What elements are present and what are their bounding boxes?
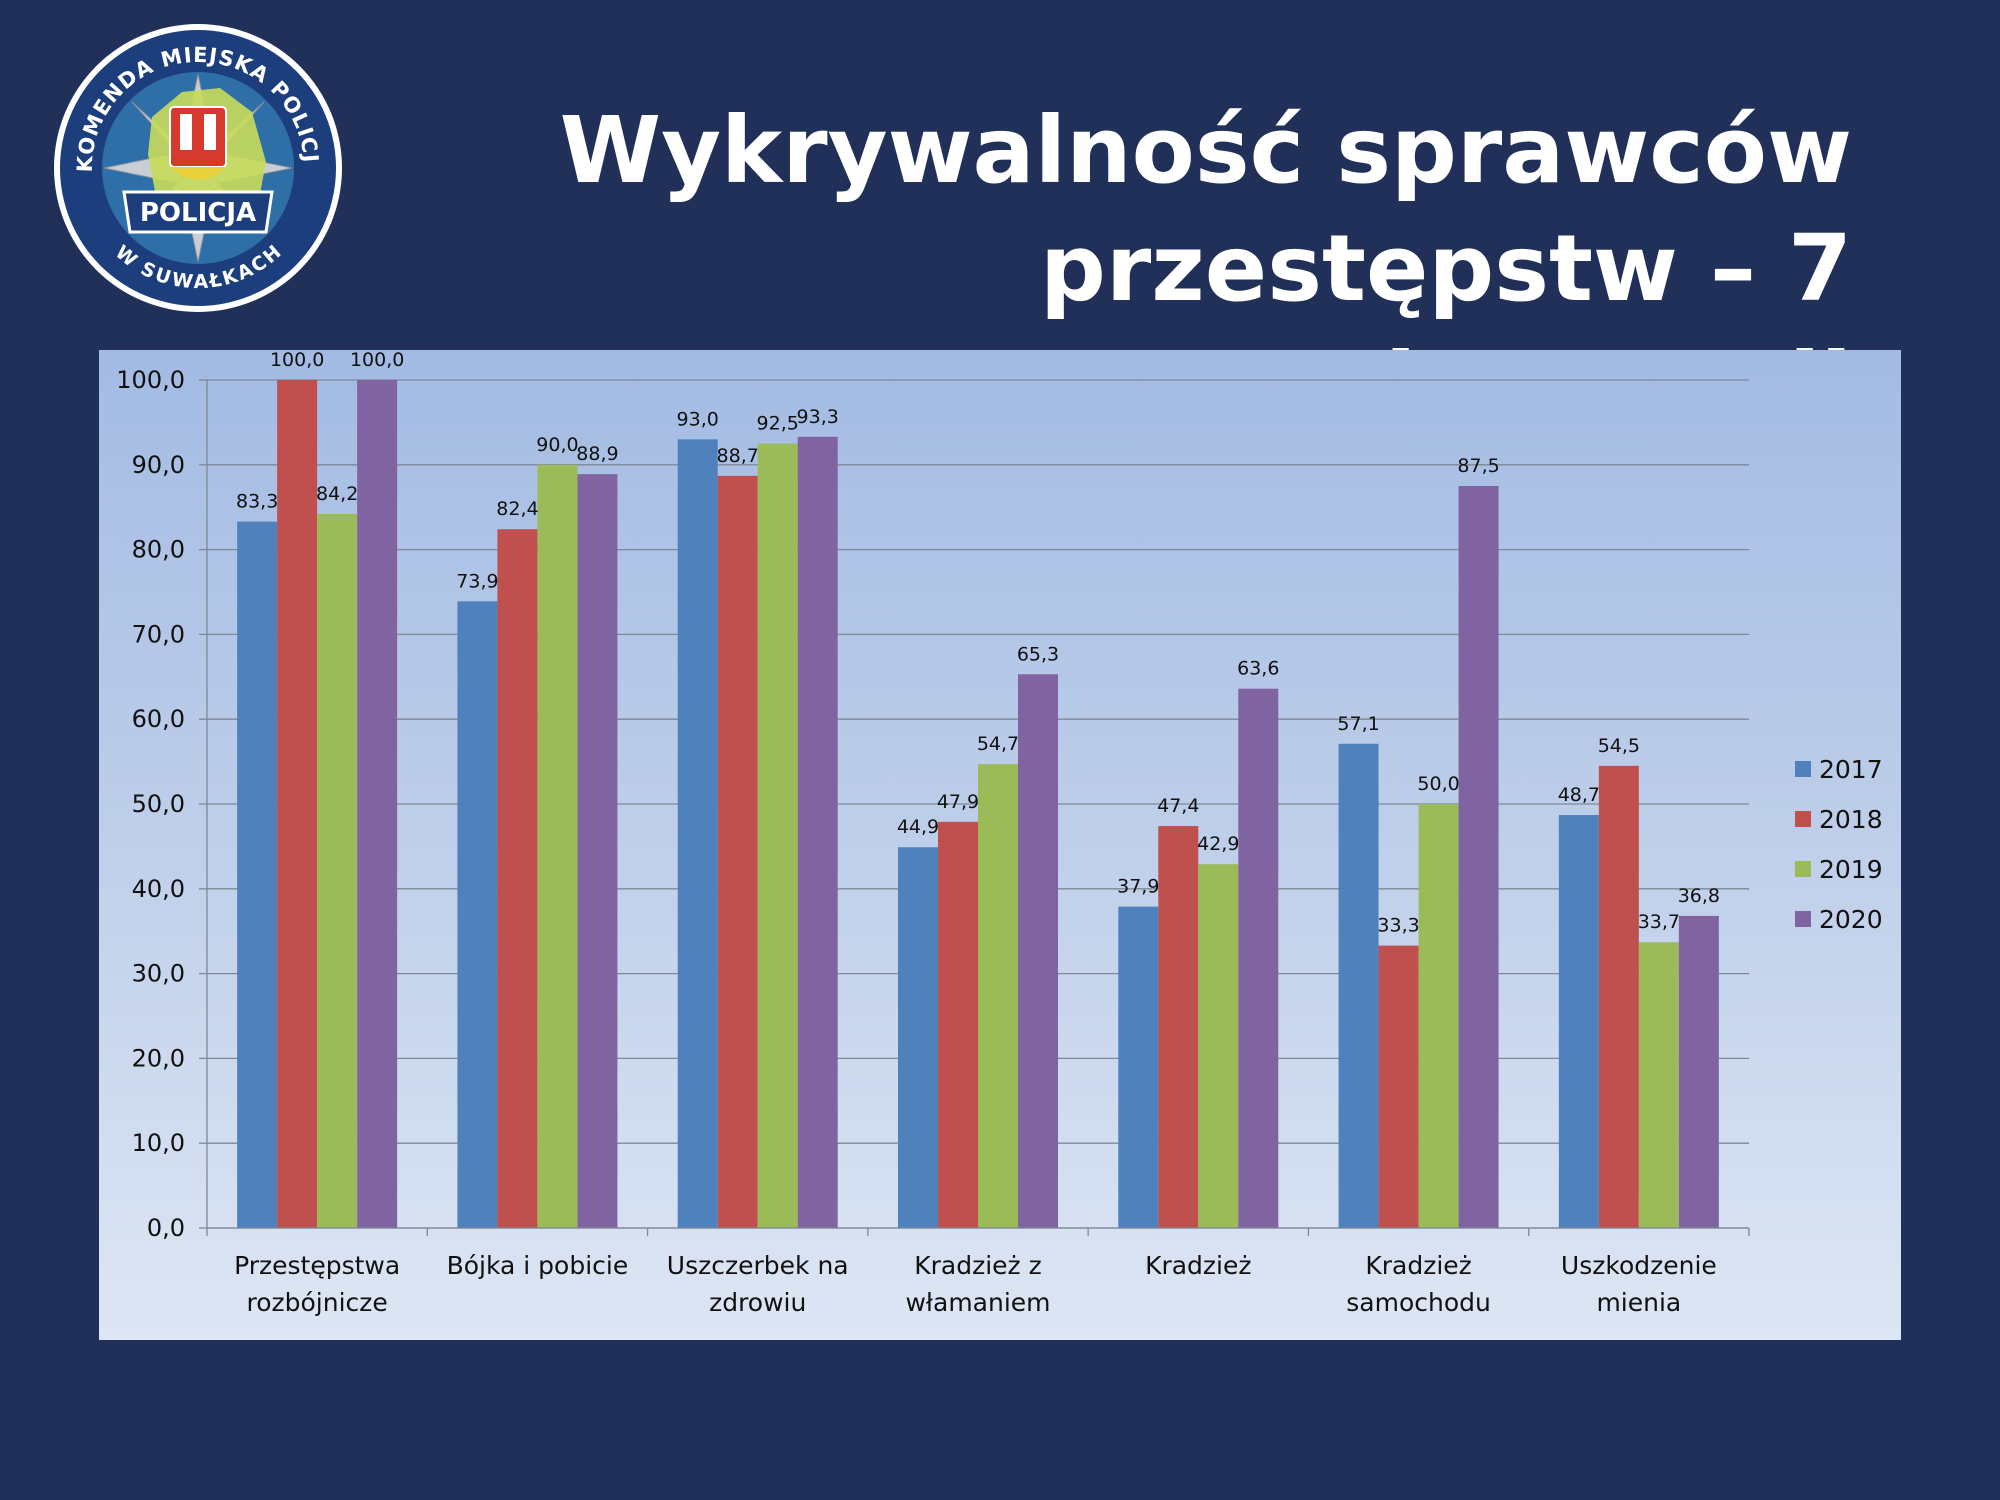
data-label: 48,7 [1558,784,1600,806]
data-labels: 83,3 100,0 84,2 100,0 73,9 82,4 90,088,9 93,0 88… [236,350,1720,937]
data-label: 88,9 [576,443,618,465]
category-label: Bójka i pobicie [447,1251,629,1280]
bar [537,464,578,1228]
data-label: 47,9 [937,791,979,813]
data-label: 37,9 [1117,876,1159,898]
data-label: 33,3 [1377,915,1419,937]
bar [1418,804,1459,1228]
bar [1638,942,1679,1228]
category-label: włamaniem [905,1288,1050,1317]
data-label: 82,4 [496,498,538,520]
bar [357,380,398,1228]
y-tick-label: 0,0 [147,1214,185,1242]
y-axis: 0,0 10,0 20,0 30,0 40,0 50,0 60,0 70,0 80,0 90,0 1… [116,366,208,1242]
category-label: samochodu [1346,1288,1491,1317]
data-label: 100,0 [350,350,404,371]
bar [677,439,718,1228]
category-label: Przestępstwa [234,1251,400,1280]
data-label: 44,9 [897,816,939,838]
category-label: zdrowiu [709,1288,806,1317]
logo-ribbon [122,190,274,234]
data-label: 50,0 [1417,773,1459,795]
data-label: 93,3 [797,406,839,428]
y-tick-label: 80,0 [132,536,185,564]
data-label: 88,7 [717,445,759,467]
data-label: 63,6 [1237,658,1279,680]
data-label: 84,2 [316,483,358,505]
data-label: 93,0 [677,408,719,430]
data-label: 87,5 [1457,455,1499,477]
bar [717,475,758,1229]
legend-label: 2018 [1819,805,1883,834]
slide-title-line-1: Wykrywalność sprawców [559,97,1852,204]
category-label: Kradzież [1145,1251,1251,1280]
bar [1458,486,1499,1228]
bar [1598,765,1639,1228]
y-tick-label: 50,0 [132,790,185,818]
bar [277,380,318,1228]
bar [797,436,838,1228]
data-label: 73,9 [456,570,498,592]
data-label: 90,0 [536,434,578,456]
data-label: 54,5 [1598,735,1640,757]
chart-bars [237,380,1719,1229]
data-label: 42,9 [1197,833,1239,855]
bar [457,601,498,1228]
bar [1378,945,1419,1228]
data-label: 54,7 [977,733,1019,755]
bar [1678,915,1719,1228]
y-tick-label: 70,0 [132,620,185,648]
y-tick-label: 100,0 [116,366,185,394]
bar [1118,906,1159,1228]
legend-swatch [1795,861,1811,877]
data-label: 33,7 [1638,911,1680,933]
bar [757,443,798,1229]
category-label: mienia [1596,1288,1681,1317]
data-label: 65,3 [1017,643,1059,665]
data-label: 100,0 [270,350,324,371]
bar [237,521,278,1228]
bar [317,513,358,1228]
bar-chart: 0,0 10,0 20,0 30,0 40,0 50,0 60,0 70,0 80,0 90,0 1… [116,350,1883,1317]
y-tick-label: 20,0 [132,1044,185,1072]
bar [1198,864,1239,1228]
legend-label: 2019 [1819,855,1883,884]
police-logo: POLICJA KOMENDA MIEJSKA POLICJI W SUWAŁK… [52,22,342,312]
bar [978,764,1018,1228]
y-tick-label: 10,0 [132,1129,185,1157]
data-label: 92,5 [757,413,799,435]
data-label: 57,1 [1337,713,1379,735]
bar [1338,743,1379,1228]
category-label: Kradzież z [914,1251,1042,1280]
legend-swatch [1795,761,1811,777]
bar [898,847,938,1228]
bar [938,821,978,1228]
legend-swatch [1795,811,1811,827]
bar [1558,815,1599,1228]
category-label: rozbójnicze [246,1288,387,1317]
bar [577,474,618,1228]
data-label: 36,8 [1678,885,1720,907]
x-axis: Przestępstwa rozbójnicze Bójka i pobicie Us… [206,1227,1750,1317]
bar [1238,688,1279,1228]
category-label: Kradzież [1365,1251,1471,1280]
bar [1018,674,1058,1228]
y-tick-label: 60,0 [132,705,185,733]
legend-swatch [1795,911,1811,927]
logo-badge-text: POLICJA [140,198,256,228]
bar [1158,826,1199,1228]
y-tick-label: 40,0 [132,875,185,903]
chart-panel: 0,0 10,0 20,0 30,0 40,0 50,0 60,0 70,0 80,0 90,0 1… [99,350,1901,1340]
bar [497,529,538,1228]
chart-legend: 2017 2018 2019 2020 [1795,755,1883,934]
category-label: Uszczerbek na [667,1251,849,1280]
y-tick-label: 30,0 [132,960,185,988]
data-label: 47,4 [1157,795,1199,817]
data-label: 83,3 [236,491,278,513]
category-label: Uszkodzenie [1561,1251,1717,1280]
y-tick-label: 90,0 [132,451,185,479]
legend-label: 2017 [1819,755,1883,784]
legend-label: 2020 [1819,905,1883,934]
